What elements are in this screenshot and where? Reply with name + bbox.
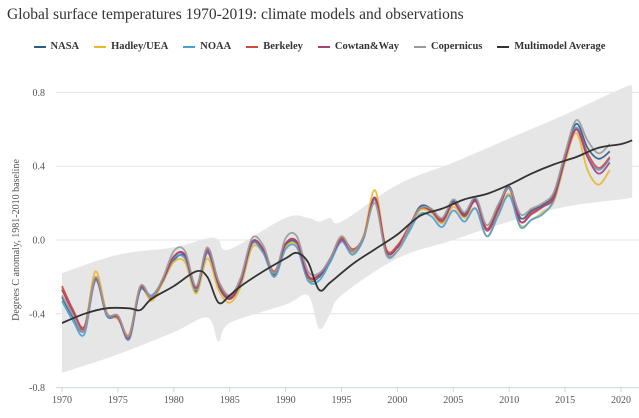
legend-label: Multimodel Average	[514, 41, 606, 52]
legend-swatch	[33, 45, 46, 48]
legend-item[interactable]: Hadley/UEA	[94, 41, 168, 52]
legend-item[interactable]: NOAA	[183, 41, 231, 52]
y-tick-label: 0.8	[33, 88, 46, 99]
legend-swatch	[497, 45, 510, 48]
x-tick-label: 2010	[499, 395, 519, 406]
x-tick-label: 1970	[52, 395, 72, 406]
legend-item[interactable]: Cowtan&Way	[317, 41, 400, 52]
x-tick-label: 2000	[387, 395, 407, 406]
legend-label: Hadley/UEA	[111, 41, 169, 52]
x-tick-label: 1995	[332, 395, 352, 406]
legend-label: NOAA	[200, 41, 232, 52]
x-tick-label: 1985	[220, 395, 240, 406]
legend-swatch	[317, 45, 330, 48]
x-tick-label: 1975	[108, 395, 128, 406]
legend-label: NASA	[50, 41, 80, 52]
series-line-copernicus	[61, 119, 611, 338]
legend-item[interactable]: Berkeley	[246, 41, 303, 52]
legend-item[interactable]: NASA	[33, 41, 80, 52]
series-line-noaa	[61, 126, 611, 342]
series-line-multimodel-average	[61, 139, 633, 324]
legend-swatch	[183, 45, 196, 48]
legend-item[interactable]: Multimodel Average	[497, 41, 605, 52]
x-tick-label: 1980	[164, 395, 184, 406]
model-range-band	[62, 85, 633, 373]
y-axis-label: Degrees C anomaly, 1981-2010 baseline	[11, 159, 22, 321]
x-tick-label: 2020	[611, 395, 631, 406]
y-tick-label: -0.4	[29, 309, 45, 320]
chart-title: Global surface temperatures 1970-2019: c…	[7, 6, 464, 23]
legend: NASA Hadley/UEA NOAA Berkeley Cowtan&Way Cope…	[0, 41, 639, 52]
x-tick-label: 2005	[443, 395, 463, 406]
y-tick-label: 0.4	[33, 162, 46, 173]
legend-swatch	[414, 45, 427, 48]
x-tick-label: 1990	[276, 395, 296, 406]
legend-swatch	[246, 45, 259, 48]
y-tick-label: -0.8	[29, 383, 45, 394]
legend-swatch	[94, 45, 107, 48]
legend-label: Copernicus	[431, 41, 483, 52]
y-tick-label: 0.0	[33, 236, 46, 247]
legend-label: Cowtan&Way	[334, 41, 400, 52]
legend-label: Berkeley	[263, 41, 303, 52]
legend-item[interactable]: Copernicus	[414, 41, 482, 52]
x-tick-label: 2015	[555, 395, 575, 406]
